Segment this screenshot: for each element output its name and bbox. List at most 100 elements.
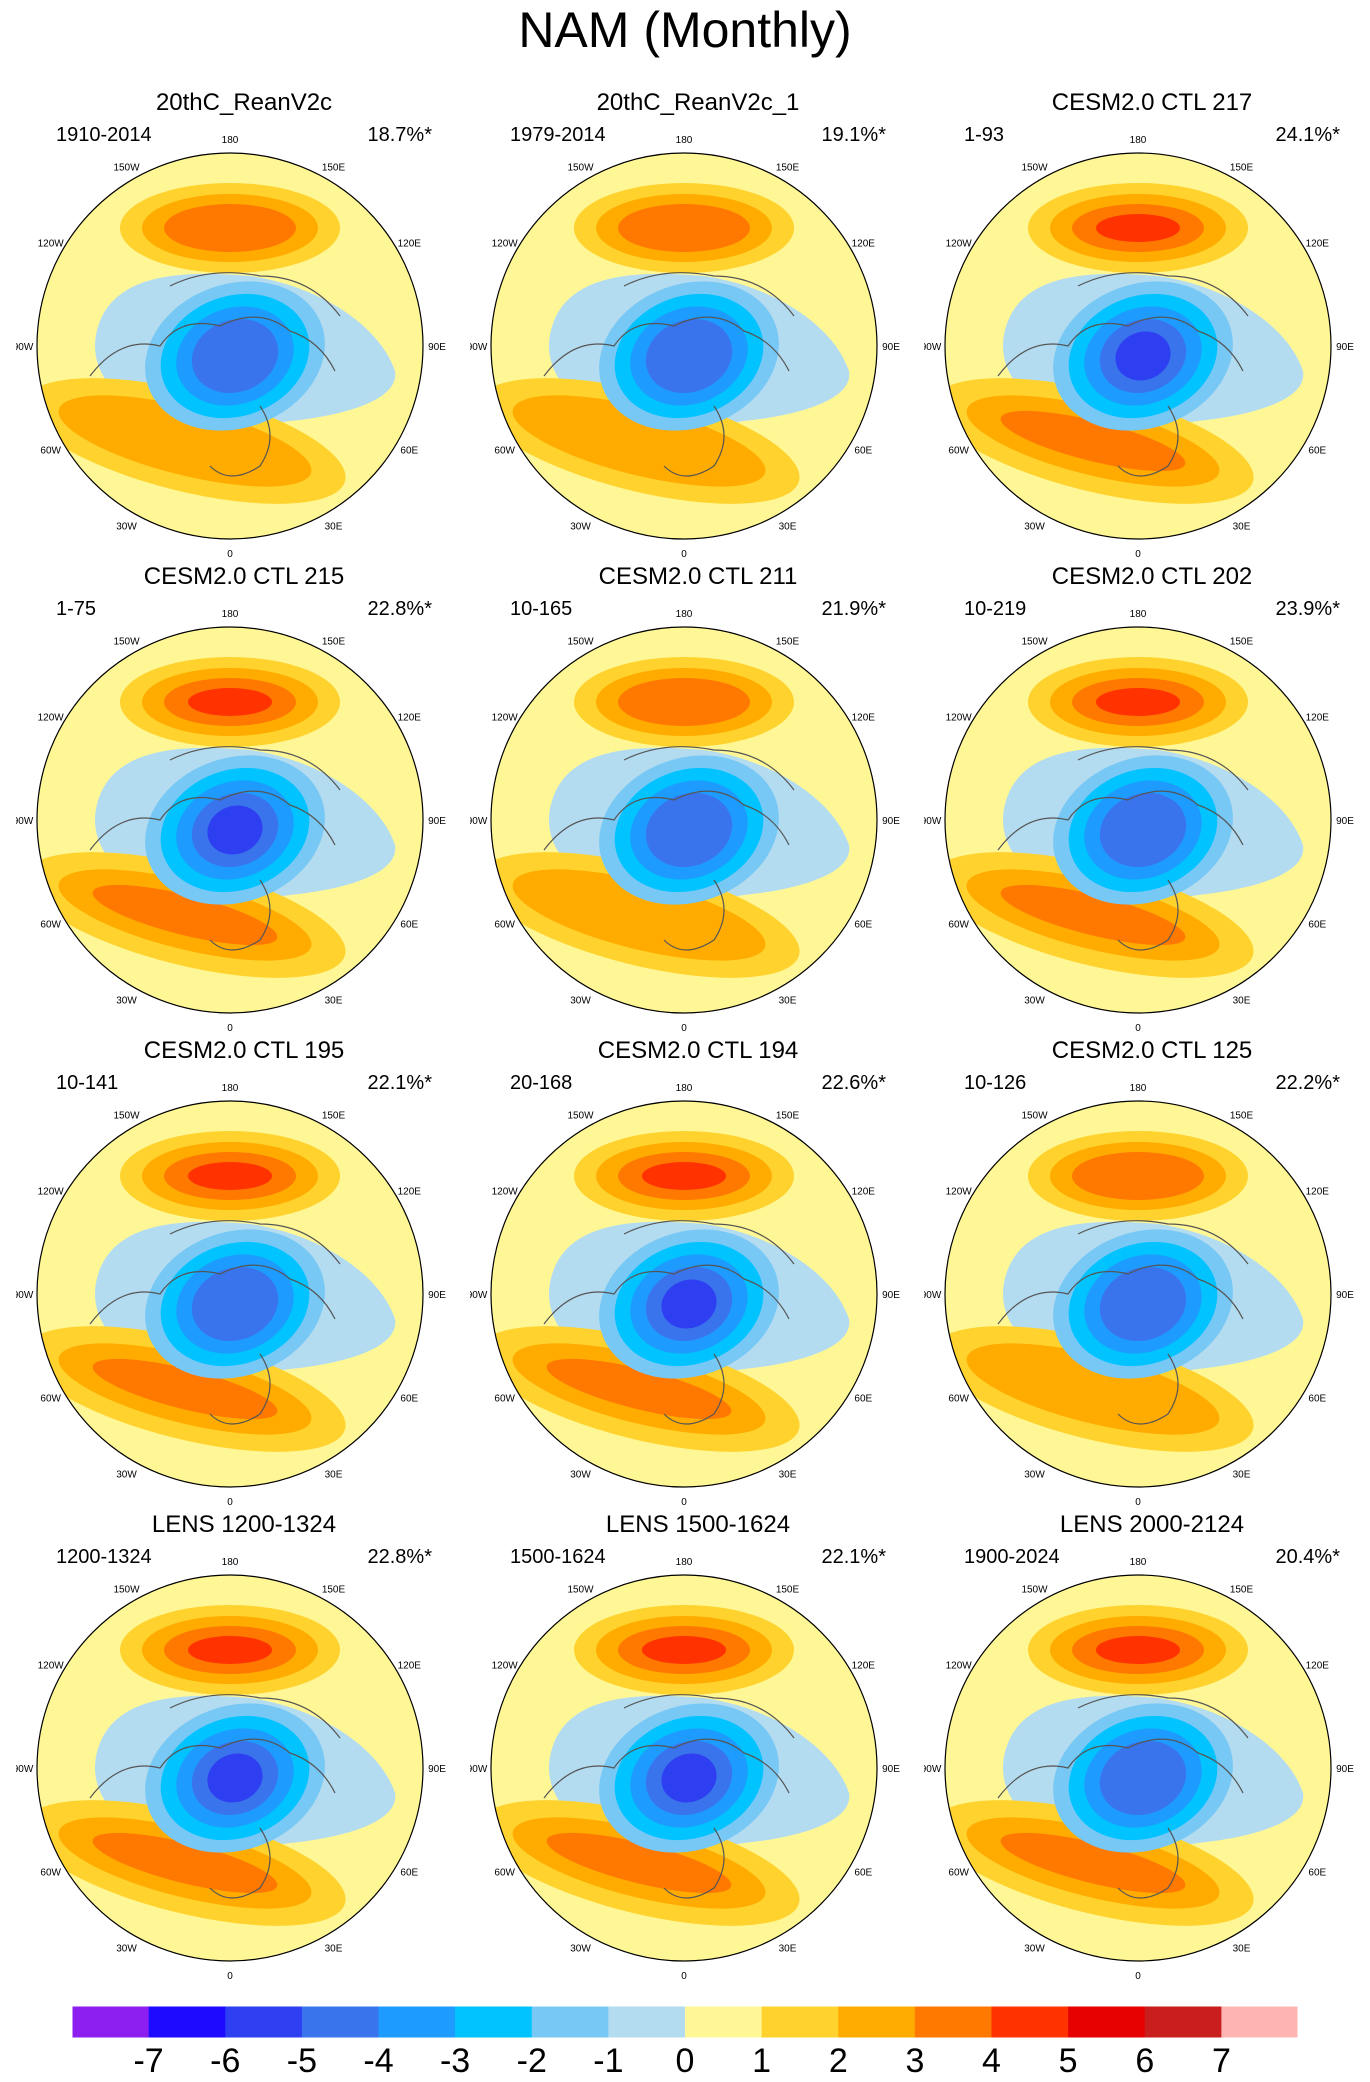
colorbar-label: 6 [1135, 2042, 1154, 2080]
longitude-label: 90W [16, 816, 34, 827]
contour-negative [661, 1279, 717, 1329]
longitude-label: 120E [852, 239, 876, 250]
longitude-label: 150W [567, 1111, 594, 1122]
contour-negative [191, 318, 279, 394]
longitude-label: 180 [676, 1083, 693, 1094]
longitude-label: 180 [222, 1083, 239, 1094]
panel-period: 1910-2014 [56, 124, 152, 146]
longitude-label: 0 [1135, 1023, 1141, 1034]
longitude-label: 120E [1306, 1187, 1330, 1198]
longitude-label: 150W [113, 1585, 140, 1596]
contour-positive [92, 884, 278, 946]
colorbar-label: -6 [210, 2042, 240, 2080]
colorbar-swatch [1144, 2006, 1222, 2038]
longitude-label: 60W [494, 920, 515, 931]
longitude-label: 30E [1233, 1943, 1251, 1954]
colorbar-label: 3 [905, 2042, 924, 2080]
contour-negative [1115, 331, 1171, 381]
colorbar-swatch [225, 2006, 303, 2038]
longitude-label: 180 [1130, 1083, 1147, 1094]
longitude-label: 150W [567, 163, 594, 174]
longitude-label: 180 [676, 1557, 693, 1568]
longitude-label: 60W [948, 446, 969, 457]
panel-title: CESM2.0 CTL 202 [1051, 563, 1253, 590]
map-panel: CESM2.0 CTL 215 1-75 22.8%* 180 150E 120E 90E 6… [16, 562, 472, 1038]
map-boundary [944, 1100, 1332, 1488]
longitude-label: 90E [882, 342, 900, 353]
polar-map: 180 150E 120E 90E 60E 30E 0 30W 60W 90W 120W 150W [16, 609, 446, 1034]
longitude-label: 60W [40, 920, 61, 931]
panel-period: 10-141 [56, 1072, 119, 1094]
longitude-label: 150W [1021, 1111, 1048, 1122]
contour-negative [207, 1753, 263, 1803]
colorbar-swatch [148, 2006, 226, 2038]
longitude-label: 30W [116, 521, 137, 532]
colorbar-label: 7 [1212, 2042, 1231, 2080]
contour-positive [164, 204, 296, 252]
longitude-label: 30E [779, 1469, 797, 1480]
colorbar-swatch [1221, 2006, 1299, 2038]
longitude-label: 0 [1135, 549, 1141, 560]
longitude-label: 90W [924, 342, 942, 353]
longitude-label: 90W [16, 342, 34, 353]
colorbar-label: -2 [517, 2042, 547, 2080]
panel-variance: 19.1%* [821, 124, 887, 146]
panel-period: 10-126 [964, 1072, 1027, 1094]
longitude-label: 30W [570, 521, 591, 532]
polar-map: 180 150E 120E 90E 60E 30E 0 30W 60W 90W 120W 150W [470, 135, 900, 560]
map-panel: CESM2.0 CTL 194 20-168 22.6%* 180 150E 120E 90… [470, 1036, 926, 1512]
panel-title: 20thC_ReanV2c [155, 89, 333, 116]
longitude-label: 90E [882, 1764, 900, 1775]
polar-map: 180 150E 120E 90E 60E 30E 0 30W 60W 90W 120W 150W [924, 135, 1354, 560]
longitude-label: 150E [776, 1111, 800, 1122]
colorbar-swatch [455, 2006, 533, 2038]
colorbar-label: -5 [287, 2042, 317, 2080]
longitude-label: 90W [470, 1764, 488, 1775]
longitude-label: 90E [1336, 342, 1354, 353]
longitude-label: 150W [113, 637, 140, 648]
panel-variance: 22.1%* [367, 1072, 433, 1094]
contour-positive [1096, 214, 1180, 242]
longitude-label: 90E [428, 1290, 446, 1301]
contour-positive [546, 1832, 732, 1894]
longitude-label: 0 [227, 1971, 233, 1982]
longitude-label: 120W [946, 239, 973, 250]
map-boundary [36, 1574, 424, 1962]
panel-variance: 23.9%* [1275, 598, 1341, 620]
longitude-label: 150E [1230, 637, 1254, 648]
longitude-label: 60E [1308, 1868, 1326, 1879]
colorbar-swatch [914, 2006, 992, 2038]
panel-period: 1900-2024 [964, 1546, 1060, 1568]
panel-period: 10-165 [510, 598, 573, 620]
map-panel: LENS 1200-1324 1200-1324 22.8%* 180 150E 120E… [16, 1510, 472, 1986]
longitude-label: 120W [946, 713, 973, 724]
longitude-label: 90E [882, 816, 900, 827]
colorbar-swatch [685, 2006, 762, 2038]
colorbar-label: 2 [829, 2042, 848, 2080]
longitude-label: 60W [40, 1868, 61, 1879]
longitude-label: 30E [779, 521, 797, 532]
panel-period: 1979-2014 [510, 124, 606, 146]
longitude-label: 90W [924, 1764, 942, 1775]
coastline [543, 1220, 795, 1425]
contour-positive [546, 1358, 732, 1420]
map-boundary [36, 1100, 424, 1488]
longitude-label: 60E [854, 920, 872, 931]
panel-period: 1500-1624 [510, 1546, 606, 1568]
panel-title: CESM2.0 CTL 215 [143, 563, 345, 590]
longitude-label: 120W [38, 713, 65, 724]
contour-positive [966, 1343, 1220, 1435]
map-boundary [490, 152, 878, 540]
contour-negative [645, 792, 733, 868]
longitude-label: 30E [1233, 1469, 1251, 1480]
longitude-label: 180 [1130, 135, 1147, 146]
map-boundary [36, 626, 424, 1014]
longitude-label: 150E [776, 637, 800, 648]
panel-variance: 24.1%* [1275, 124, 1341, 146]
longitude-label: 90E [1336, 1764, 1354, 1775]
panel-title: LENS 2000-2124 [1059, 1511, 1245, 1538]
longitude-label: 60E [400, 1868, 418, 1879]
longitude-label: 30W [570, 995, 591, 1006]
longitude-label: 120E [1306, 239, 1330, 250]
panel-variance: 21.9%* [821, 598, 887, 620]
